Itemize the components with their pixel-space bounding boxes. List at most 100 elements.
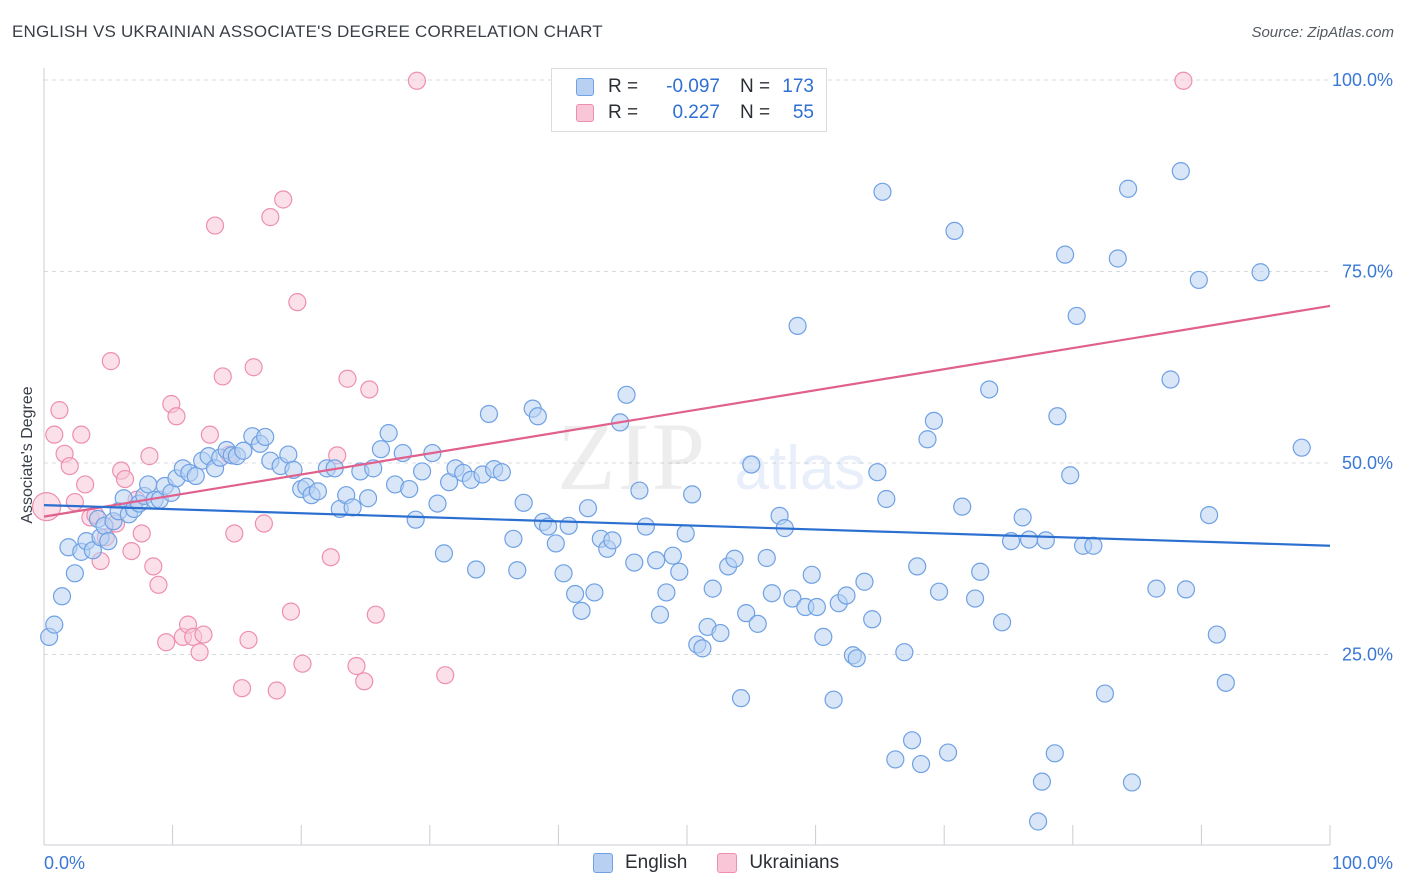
ukrainian-point: [205, 216, 225, 235]
english-trend-line: [43, 504, 1331, 547]
english-point: [45, 615, 64, 634]
english-point: [630, 481, 649, 500]
english-point: [1189, 270, 1208, 290]
ukrainian-point: [72, 425, 91, 444]
x-tick-label-right: 100.0%: [1332, 853, 1393, 873]
ukrainian-point: [288, 293, 307, 312]
english-point: [617, 385, 636, 404]
english-point: [824, 690, 843, 709]
english-point: [873, 182, 892, 201]
ukrainian-point: [366, 605, 385, 624]
english-point: [636, 517, 655, 536]
english-point: [1095, 684, 1115, 703]
english-point: [379, 424, 398, 443]
axis-layer: [43, 68, 1331, 846]
ukrainian-point: [50, 401, 69, 420]
english-point: [492, 463, 511, 482]
english-point: [371, 440, 391, 459]
ukrainian-point: [140, 447, 159, 466]
english-point: [1171, 162, 1190, 181]
english-point: [731, 689, 751, 708]
ukrainian-r-label: R =: [608, 102, 639, 123]
english-point: [308, 482, 328, 501]
chart-title: ENGLISH VS UKRAINIAN ASSOCIATE'S DEGREE …: [12, 22, 603, 41]
legend-row-ukrainian: R = 0.227 N = 55: [576, 101, 814, 125]
english-point: [434, 544, 454, 563]
ukrainian-point: [132, 524, 151, 543]
english-point: [737, 604, 756, 623]
english-point: [514, 493, 533, 512]
ukrainian-n-label: N =: [740, 102, 771, 123]
english-point: [711, 623, 730, 643]
english-point: [918, 430, 937, 449]
english-point: [693, 639, 712, 658]
english-point: [1013, 508, 1032, 527]
legend-item-english[interactable]: English: [593, 852, 687, 874]
english-point: [1019, 530, 1039, 549]
trend-lines: [43, 304, 1331, 547]
english-point: [1036, 531, 1055, 550]
ukrainian-point: [45, 425, 64, 444]
ukrainian-point: [436, 666, 455, 685]
english-point: [725, 549, 744, 568]
english-point: [895, 643, 914, 662]
ukrainian-point: [244, 358, 263, 377]
ukrainian-point: [232, 679, 252, 698]
english-point: [256, 427, 275, 447]
english-point: [400, 479, 419, 499]
ukrainian-swatch: [576, 104, 594, 122]
english-point: [1147, 579, 1166, 598]
english-point: [479, 404, 499, 424]
english-point: [234, 441, 253, 460]
ukrainian-point: [60, 456, 79, 476]
english-point: [139, 475, 158, 494]
english-point: [1061, 466, 1080, 485]
ukrainian-point: [239, 630, 258, 650]
ukrainian-n-value: 55: [792, 102, 814, 123]
english-point: [52, 587, 72, 606]
english-point: [650, 605, 670, 624]
legend-row-english: R = -0.097 N = 173: [576, 75, 814, 99]
english-point: [1084, 536, 1103, 555]
ukrainian-point: [225, 524, 244, 543]
ukrainian-point: [190, 643, 209, 662]
y-tick-label: 100.0%: [1332, 70, 1393, 90]
ukrainian-r-value: 0.227: [672, 102, 720, 123]
english-point: [868, 463, 887, 482]
ukrainian-point: [76, 475, 95, 494]
ukrainian-point: [200, 425, 219, 444]
ukrainian-point: [65, 492, 84, 512]
ukrainian-point: [281, 602, 301, 621]
english-legend-swatch: [593, 853, 613, 873]
english-point: [1118, 179, 1138, 198]
english-point: [965, 589, 985, 608]
english-point: [992, 613, 1012, 632]
ukrainian-point: [157, 633, 176, 652]
ukrainian-point: [1174, 71, 1193, 90]
english-point: [528, 407, 547, 426]
english-point: [863, 610, 882, 629]
english-point: [902, 731, 922, 750]
ukrainian-point: [407, 71, 427, 90]
english-point: [663, 546, 682, 565]
english-point: [1108, 249, 1127, 268]
ukrainian-point: [167, 407, 186, 426]
english-point: [762, 584, 781, 603]
english-point: [603, 531, 622, 550]
english-point: [953, 497, 972, 516]
source-label: Source: ZipAtlas.com: [1251, 24, 1394, 41]
english-point: [1216, 673, 1235, 692]
ukrainian-point: [321, 548, 340, 567]
english-point: [1055, 245, 1075, 264]
legend-item-ukrainians[interactable]: Ukrainians: [717, 852, 839, 874]
english-point: [807, 597, 826, 617]
english-swatch: [576, 78, 594, 96]
ukrainians-legend-swatch: [717, 853, 738, 873]
english-point: [748, 614, 767, 633]
english-legend-label: English: [625, 852, 688, 873]
english-point: [1048, 407, 1067, 426]
english-point: [1292, 438, 1311, 457]
ukrainian-point: [115, 469, 135, 489]
english-points: [40, 162, 1311, 831]
